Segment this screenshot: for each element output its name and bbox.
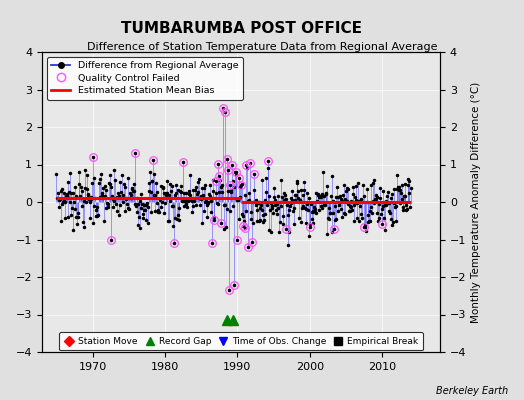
Legend: Station Move, Record Gap, Time of Obs. Change, Empirical Break: Station Move, Record Gap, Time of Obs. C… [59,332,423,350]
Title: TUMBARUMBA POST OFFICE: TUMBARUMBA POST OFFICE [121,20,362,36]
Text: Difference of Station Temperature Data from Regional Average: Difference of Station Temperature Data f… [87,42,437,52]
Text: Berkeley Earth: Berkeley Earth [436,386,508,396]
Y-axis label: Monthly Temperature Anomaly Difference (°C): Monthly Temperature Anomaly Difference (… [471,81,481,323]
